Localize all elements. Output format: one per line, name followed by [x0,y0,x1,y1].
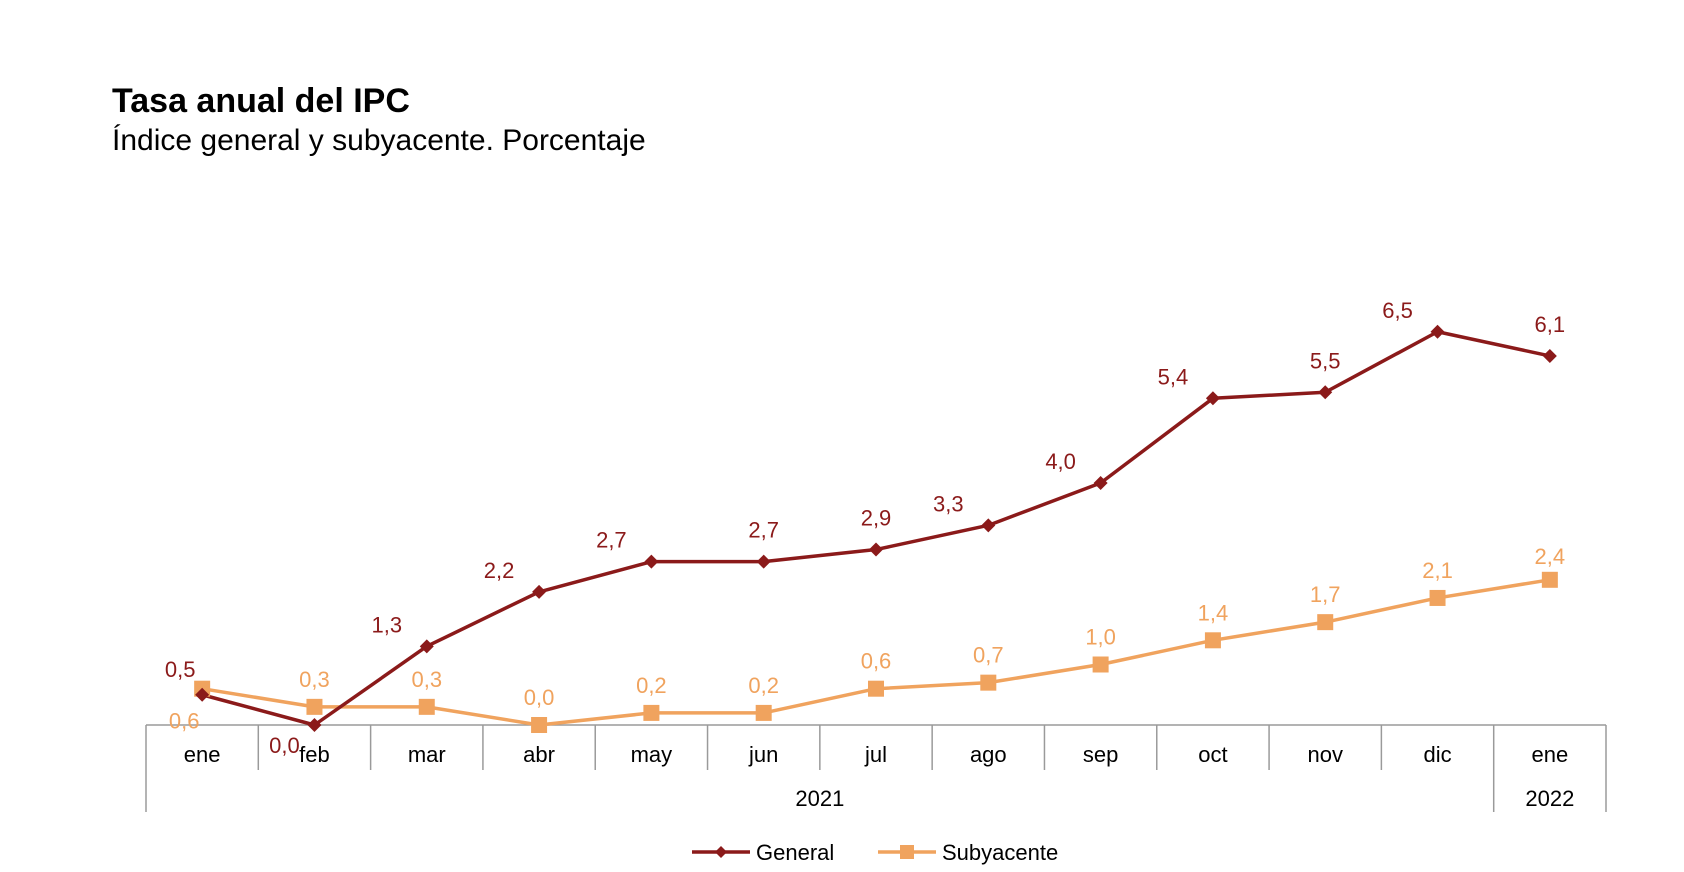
legend-label: Subyacente [942,840,1058,865]
data-label-subyacente: 0,2 [636,673,667,698]
legend: General Subyacente [692,840,1058,865]
data-label-general: 6,1 [1535,312,1566,337]
point-marker [756,554,771,569]
point-marker [419,639,434,654]
x-axis: ene feb mar abr may jun jul ago sep oct nov dic ene 2… [145,724,1607,812]
data-label-subyacente: 0,0 [524,685,555,710]
point-marker [1430,324,1445,339]
point-marker [643,704,660,721]
data-label-subyacente: 0,6 [861,649,892,674]
x-tick-label: sep [1083,742,1118,767]
point-marker [418,698,435,715]
data-label-general: 2,7 [596,528,627,553]
point-marker [1542,348,1557,363]
point-marker [1541,571,1558,588]
x-tick-label: jun [748,742,778,767]
data-label-general: 2,9 [861,506,892,531]
data-label-subyacente: 2,1 [1422,558,1453,583]
data-label-subyacente: 0,2 [748,673,779,698]
x-tick-label: ago [970,742,1007,767]
series-markers [194,324,1558,733]
x-tick-label: jul [864,742,887,767]
x-tick-label: may [631,742,673,767]
data-label-subyacente: 1,0 [1085,625,1116,650]
data-label-general: 2,7 [748,518,779,543]
year-label: 2022 [1525,786,1574,811]
data-label-subyacente: 0,7 [973,643,1004,668]
point-marker [1092,656,1109,673]
point-marker [307,718,322,732]
data-label-subyacente: 1,7 [1310,582,1341,607]
data-label-general: 5,5 [1310,348,1341,373]
point-marker [869,542,883,557]
point-marker [980,674,997,691]
point-marker [644,554,659,569]
data-label-general: 2,2 [484,558,515,583]
data-label-general: 6,5 [1382,298,1413,323]
legend-marker [900,845,914,859]
point-marker [532,584,547,599]
year-label: 2021 [795,786,844,811]
x-tick-label: dic [1423,742,1451,767]
data-label-general: 1,3 [371,612,402,637]
point-marker [868,680,884,697]
chart-title: Tasa anual del IPC [112,82,410,120]
point-marker [1093,476,1108,490]
x-tick-label: mar [408,742,446,767]
data-label-subyacente: 1,4 [1198,600,1229,625]
x-tick-label: abr [523,742,555,767]
point-marker [306,698,323,715]
x-tick-label: feb [299,742,330,767]
data-label-subyacente: 0,3 [411,667,442,692]
data-label-general: 3,3 [933,491,964,516]
data-labels: 0,5 0,0 1,3 2,2 2,7 2,7 2,9 3,3 4,0 5,4 5,5 6,5 6,1 0… [165,298,1565,758]
point-marker [755,704,772,721]
x-tick-label: ene [184,742,221,767]
point-marker [1429,589,1446,606]
x-tick-label: nov [1307,742,1342,767]
chart-subtitle: Índice general y subyacente. Porcentaje [112,124,646,157]
x-tick-label: ene [1531,742,1568,767]
point-marker [531,717,548,733]
point-marker [195,687,210,702]
data-label-general: 4,0 [1045,449,1076,474]
data-label-general: 5,4 [1158,364,1189,389]
x-tick-label: oct [1198,742,1227,767]
data-label-subyacente: 0,6 [169,709,200,734]
data-label-general: 0,0 [269,733,300,758]
point-marker [1205,391,1220,406]
legend-marker [715,846,727,858]
point-marker [1204,632,1221,649]
data-label-general: 0,5 [165,657,196,682]
point-marker [981,518,996,533]
data-label-subyacente: 0,3 [299,667,330,692]
data-label-subyacente: 2,4 [1535,544,1566,569]
point-marker [1317,614,1334,631]
point-marker [1318,385,1333,400]
legend-label: General [756,840,834,865]
